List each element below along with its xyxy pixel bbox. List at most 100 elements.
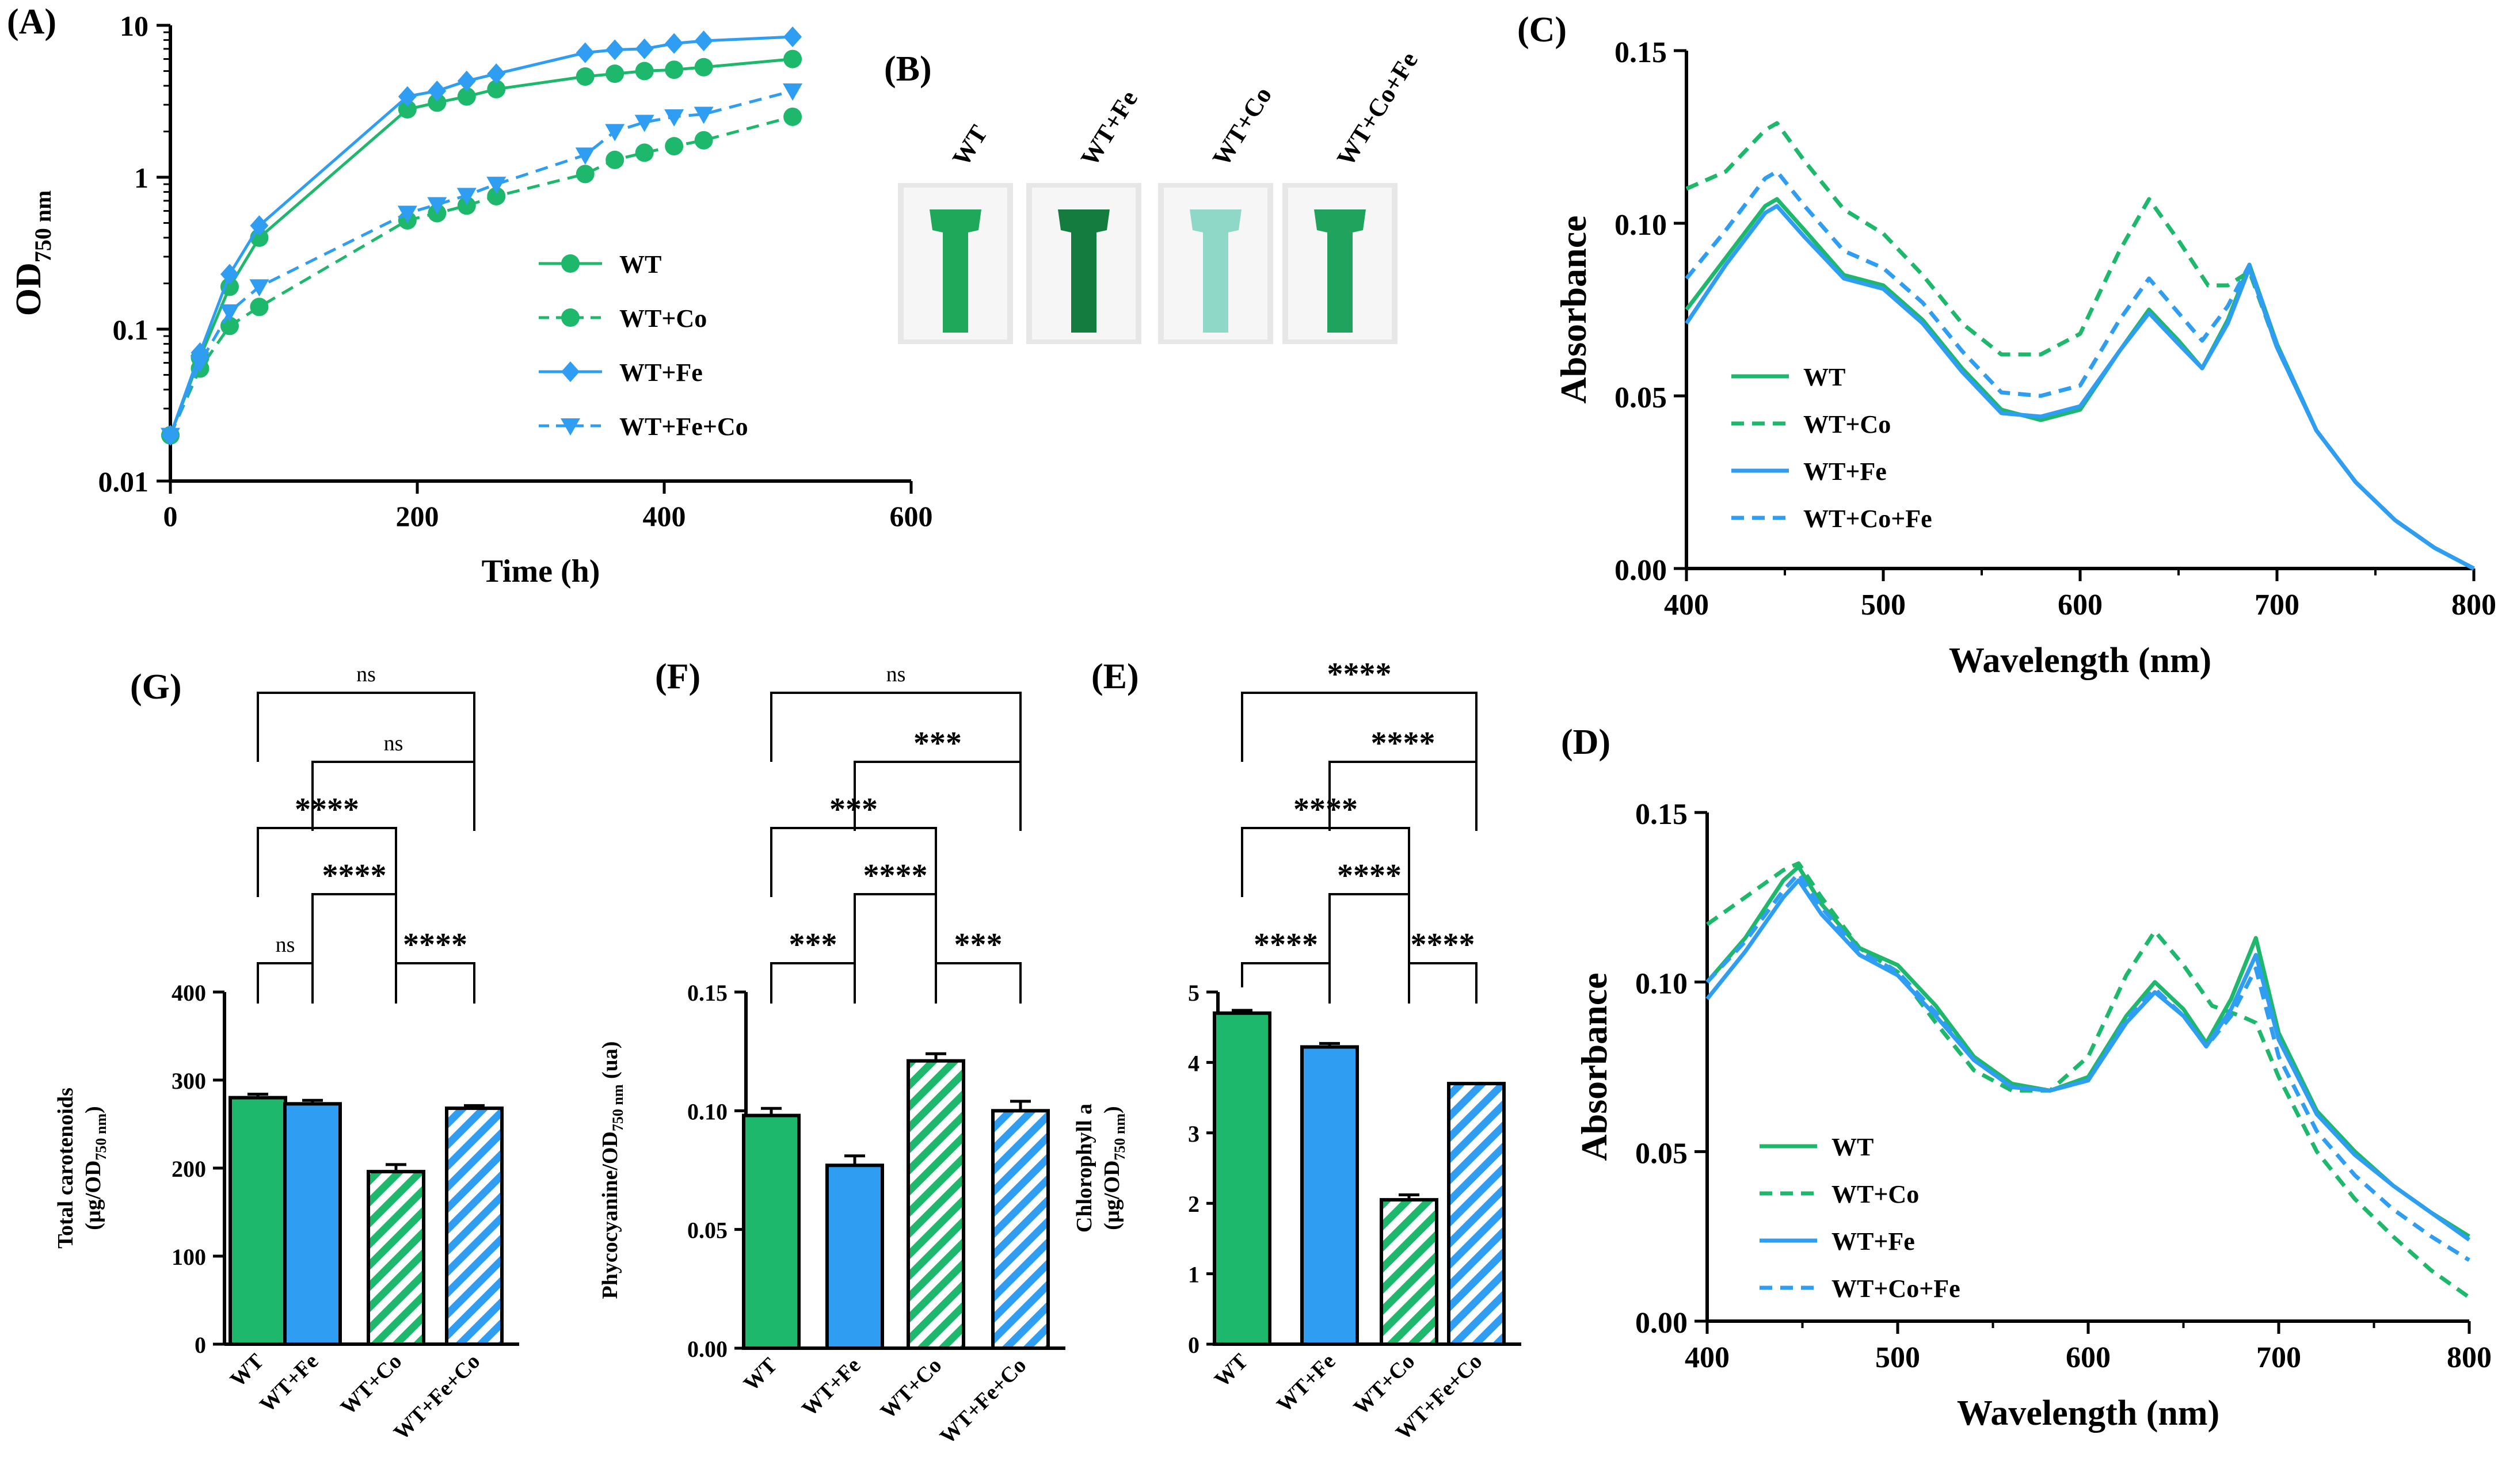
bracket-line	[257, 827, 397, 897]
y-axis-label-end: (ua)	[598, 1042, 622, 1085]
bar	[1380, 1198, 1438, 1346]
significance-bracket: ***	[770, 927, 856, 1004]
legend-label: WT	[1831, 1133, 1874, 1161]
bar-wt: WT	[739, 1107, 801, 1396]
point-marker	[457, 70, 476, 91]
x-category-label: WT+Co	[336, 1349, 407, 1420]
panel-letter-d: (D)	[1561, 723, 1610, 762]
significance-bracket: ****	[395, 927, 475, 1004]
cuvette-liquid	[1058, 209, 1110, 333]
y-tick-label: 0.00	[1635, 1307, 1688, 1340]
x-axis-label: Time (h)	[482, 554, 600, 589]
significance-bracket: ****	[1408, 927, 1478, 1004]
y-axis-label-line1: Phycocyanine/OD	[598, 1131, 622, 1299]
y-axis-label: Absorbance	[1553, 215, 1594, 403]
series-wt-co-fe	[1705, 871, 2470, 1262]
panel-letter-e: (E)	[1091, 657, 1139, 696]
y-axis-label-end: )	[1100, 1106, 1124, 1113]
legend-label: WT+Fe	[619, 358, 703, 387]
series-wt	[1705, 864, 2470, 1238]
point-marker	[398, 86, 417, 107]
legend-label: WT+Co	[619, 304, 707, 333]
significance-bracket: ****	[1241, 927, 1331, 1004]
point-marker	[220, 264, 239, 285]
panel-c-spectrum: 400 500 600 700 800 0.00 0.05 0.10 0.15 Wavelengt…	[1553, 36, 2496, 680]
y-tick-label: 0.05	[1635, 1137, 1688, 1170]
legend-label: WT+Fe	[1803, 457, 1887, 486]
bracket-line	[1241, 827, 1410, 897]
point-marker	[694, 58, 713, 77]
panel-letter-g: (G)	[130, 667, 182, 707]
point-marker	[635, 143, 654, 162]
point-marker	[161, 428, 180, 445]
x-tick-label: 800	[2451, 589, 2496, 621]
legend-label: WT+Fe	[1831, 1227, 1915, 1256]
point-marker	[665, 60, 684, 79]
bracket-line	[935, 962, 1022, 1004]
spectrum-line	[1685, 121, 2475, 571]
significance-brackets: *** *************ns	[770, 662, 1022, 1004]
y-tick-label: 200	[172, 1156, 206, 1182]
point-marker	[694, 30, 713, 52]
cuvette-liquid	[1190, 209, 1242, 333]
panel-d-spectrum: 400 500 600 700 800 0.00 0.05 0.10 0.15 Wavelengt…	[1574, 798, 2492, 1433]
point-marker	[428, 80, 447, 101]
y-axis-label-line2: (µg/OD	[81, 1161, 105, 1230]
point-marker	[561, 308, 580, 327]
point-marker	[694, 106, 714, 124]
cuvette-label: WT+Co	[1207, 82, 1277, 171]
significance-bracket: ****	[257, 792, 397, 897]
significance-label: ****	[1327, 657, 1392, 692]
y-tick-label: 400	[172, 980, 206, 1006]
legend-label: WT+Co+Fe	[1803, 505, 1932, 533]
legend-label: WT+Fe+Co	[619, 413, 748, 441]
significance-label: ns	[356, 662, 376, 686]
point-marker	[561, 254, 580, 273]
point-marker	[250, 297, 269, 316]
x-tick-label: 500	[1875, 1341, 1920, 1374]
bracket-line	[1241, 692, 1478, 762]
bar-wt-fe: WT+Fe	[797, 1154, 884, 1421]
x-axis-label: Wavelength (nm)	[1949, 641, 2211, 680]
bar-wt-co: WT+Co	[336, 1163, 425, 1420]
x-tick-label: 500	[1861, 589, 1906, 621]
bar	[742, 1113, 801, 1350]
significance-bracket: ***	[854, 726, 1022, 831]
bracket-line	[395, 962, 475, 1004]
significance-bracket: ****	[1328, 726, 1478, 831]
bar	[283, 1102, 342, 1346]
bar	[907, 1059, 965, 1350]
legend-label: WT	[619, 250, 661, 279]
significance-label: ****	[1371, 726, 1435, 761]
point-marker	[783, 107, 802, 126]
x-category-label: WT+Fe+Co	[935, 1353, 1031, 1449]
bar-wt: WT	[226, 1092, 287, 1392]
significance-label: ****	[322, 858, 387, 894]
series-wt-fe-co	[161, 83, 803, 445]
y-tick-label: 100	[172, 1244, 206, 1270]
x-category-label: WT+Co	[876, 1353, 947, 1424]
point-marker	[486, 177, 507, 194]
y-tick-label: 3	[1188, 1121, 1200, 1147]
y-tick-label: 0.1	[113, 314, 149, 346]
point-marker	[606, 150, 625, 169]
point-marker	[576, 165, 595, 184]
y-tick-label: 0.10	[1635, 968, 1688, 1001]
spectrum-line	[1705, 861, 2471, 1299]
legend: WT WT+Co WT+Fe WT+Fe+Co	[539, 250, 748, 441]
panel-f-phycocyanine: 0.00 0.05 0.10 0.15 Phycocyanine/OD750 nm (u…	[598, 662, 1065, 1449]
significance-label: ****	[1293, 792, 1358, 827]
x-tick-label: 200	[396, 500, 439, 532]
y-axis-label: Chlorophyll a (µg/OD750 nm)	[1072, 1104, 1128, 1233]
series-wt-co	[1685, 121, 2475, 571]
x-tick-label: 400	[1685, 1341, 1730, 1374]
y-tick-label: 0.10	[687, 1098, 728, 1124]
point-marker	[249, 279, 269, 297]
point-marker	[694, 131, 713, 150]
y-tick-label: 0.00	[687, 1336, 728, 1362]
cuvette-label: WT	[947, 120, 993, 171]
spectrum-line	[1685, 169, 2475, 571]
significance-bracket: ****	[311, 858, 397, 963]
bracket-line	[1241, 962, 1331, 1004]
